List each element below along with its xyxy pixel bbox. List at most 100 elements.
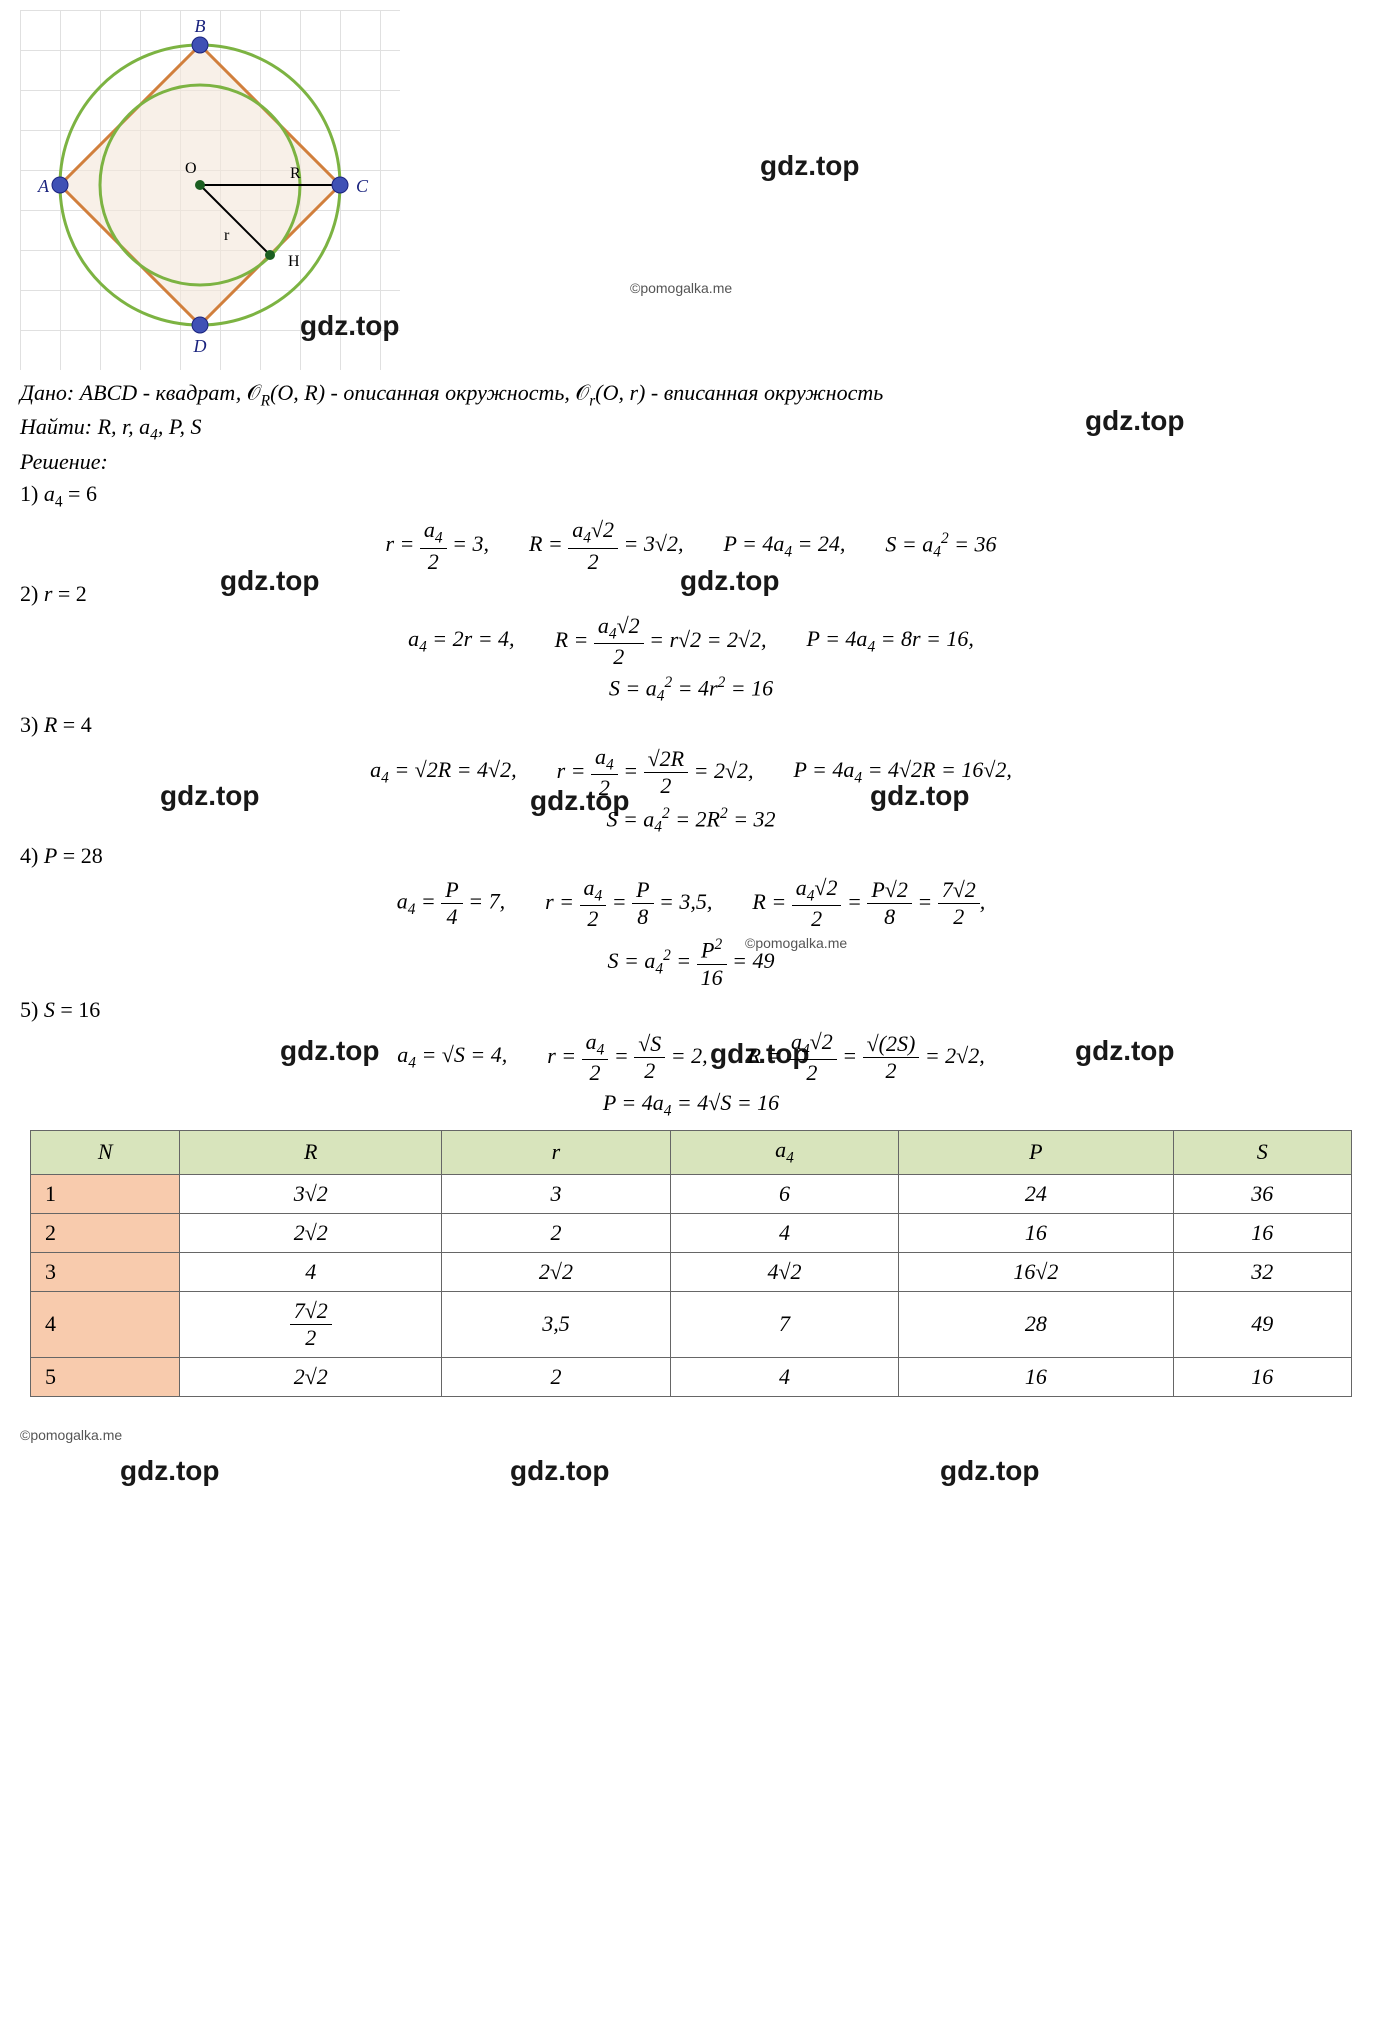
center-O-dot [195, 180, 205, 190]
cell: 2√2 [442, 1252, 671, 1291]
cell: 24 [899, 1174, 1173, 1213]
formula-R4: R = a4√22 = P√28 = 7√22, [752, 875, 985, 932]
cell: 49 [1173, 1291, 1352, 1357]
watermark-pomogalka: ©pomogalka.me [20, 1427, 122, 1443]
cell: 32 [1173, 1252, 1352, 1291]
cell-rownum: 5 [31, 1357, 180, 1396]
watermark-gdz: gdz.top [680, 565, 780, 597]
watermark-gdz: gdz.top [220, 565, 320, 597]
step-4-formulas: a4 = P4 = 7, r = a42 = P8 = 3,5, R = a4√… [20, 875, 1362, 932]
cell-rownum: 1 [31, 1174, 180, 1213]
watermark-gdz: gdz.top [300, 310, 400, 342]
cell: 16 [1173, 1213, 1352, 1252]
formula-a4-5: a4 = √S = 4, [397, 1042, 507, 1072]
cell: 36 [1173, 1174, 1352, 1213]
table-row: 5 2√2 2 4 16 16 [31, 1357, 1352, 1396]
cell: 3,5 [442, 1291, 671, 1357]
table-row: 4 7√22 3,5 7 28 49 [31, 1291, 1352, 1357]
watermark-gdz: gdz.top [760, 150, 860, 182]
step-3-label: 3) R = 4 [20, 712, 1362, 738]
cell: 7√22 [180, 1291, 442, 1357]
watermark-gdz: gdz.top [120, 1455, 220, 1487]
label-D: D [193, 336, 207, 356]
step-1-label: 1) a4 = 6 [20, 481, 1362, 511]
cell: 3 [442, 1174, 671, 1213]
step-5-formulas-b: P = 4a4 = 4√S = 16 [20, 1090, 1362, 1120]
results-table: N R r a4 P S 1 3√2 3 6 24 36 2 2√2 2 4 1… [30, 1130, 1352, 1396]
table-header-row: N R r a4 P S [31, 1131, 1352, 1174]
col-r: r [442, 1131, 671, 1174]
watermark-pomogalka: ©pomogalka.me [745, 935, 847, 951]
vertex-A [52, 177, 68, 193]
cell: 28 [899, 1291, 1173, 1357]
cell-rownum: 4 [31, 1291, 180, 1357]
formula-P: P = 4a4 = 24, [723, 531, 845, 561]
step-5-label: 5) S = 16 [20, 997, 1362, 1023]
formula-P2: P = 4a4 = 8r = 16, [807, 626, 974, 656]
cell: 2√2 [180, 1213, 442, 1252]
cell: 4 [180, 1252, 442, 1291]
step-2-formulas-b: S = a42 = 4r2 = 16 [20, 674, 1362, 706]
formula-S: S = a42 = 36 [885, 530, 996, 562]
formula-P5: P = 4a4 = 4√S = 16 [603, 1090, 779, 1120]
vertex-D [192, 317, 208, 333]
watermark-gdz: gdz.top [280, 1035, 380, 1067]
cell: 4 [670, 1213, 899, 1252]
watermark-pomogalka: ©pomogalka.me [630, 280, 732, 296]
watermark-gdz: gdz.top [710, 1038, 810, 1070]
cell: 6 [670, 1174, 899, 1213]
cell: 2 [442, 1213, 671, 1252]
col-a4: a4 [670, 1131, 899, 1174]
find-prefix: Найти [20, 414, 85, 439]
table-row: 2 2√2 2 4 16 16 [31, 1213, 1352, 1252]
label-O: O [185, 160, 197, 177]
watermark-gdz: gdz.top [160, 780, 260, 812]
watermark-gdz: gdz.top [1075, 1035, 1175, 1067]
solution-label: Решение: [20, 449, 1362, 475]
col-N: N [31, 1131, 180, 1174]
label-r: r [224, 227, 230, 244]
cell-rownum: 2 [31, 1213, 180, 1252]
watermark-gdz: gdz.top [940, 1455, 1040, 1487]
cell: 4 [670, 1357, 899, 1396]
cell: 2√2 [180, 1357, 442, 1396]
watermark-gdz: gdz.top [530, 785, 630, 817]
cell-rownum: 3 [31, 1252, 180, 1291]
cell: 2 [442, 1357, 671, 1396]
cell: 7 [670, 1291, 899, 1357]
formula-a4: a4 = 2r = 4, [408, 626, 514, 656]
label-H: H [288, 253, 300, 270]
cell: 16 [899, 1213, 1173, 1252]
table-row: 1 3√2 3 6 24 36 [31, 1174, 1352, 1213]
col-P: P [899, 1131, 1173, 1174]
cell: 16 [1173, 1357, 1352, 1396]
formula-r5: r = a42 = √S2 = 2, [547, 1029, 707, 1086]
formula-S2: S = a42 = 4r2 = 16 [609, 674, 773, 706]
col-S: S [1173, 1131, 1352, 1174]
formula-R: R = a4√22 = 3√2, [529, 517, 684, 574]
step-2-formulas: a4 = 2r = 4, R = a4√22 = r√2 = 2√2, P = … [20, 613, 1362, 670]
vertex-C [332, 177, 348, 193]
cell: 4√2 [670, 1252, 899, 1291]
cell: 16 [899, 1357, 1173, 1396]
cell: 3√2 [180, 1174, 442, 1213]
vertex-B [192, 37, 208, 53]
label-A: A [37, 176, 50, 196]
col-R: R [180, 1131, 442, 1174]
watermark-gdz: gdz.top [1085, 405, 1185, 437]
formula-a4-3: a4 = √2R = 4√2, [370, 757, 516, 787]
label-B: B [195, 16, 206, 36]
watermark-gdz: gdz.top [510, 1455, 610, 1487]
formula-S3: S = a42 = 2R2 = 32 [606, 805, 775, 837]
formula-a4-4: a4 = P4 = 7, [397, 877, 505, 930]
formula-r4: r = a42 = P8 = 3,5, [545, 875, 712, 932]
formula-R2: R = a4√22 = r√2 = 2√2, [555, 613, 767, 670]
step-4-formulas-b: S = a42 = P216 = 49 [20, 936, 1362, 990]
step-4-label: 4) P = 28 [20, 843, 1362, 869]
label-C: C [356, 176, 369, 196]
point-H-dot [265, 250, 275, 260]
table-row: 3 4 2√2 4√2 16√2 32 [31, 1252, 1352, 1291]
label-R: R [290, 165, 301, 182]
formula-r: r = a42 = 3, [385, 517, 488, 574]
watermark-gdz: gdz.top [870, 780, 970, 812]
